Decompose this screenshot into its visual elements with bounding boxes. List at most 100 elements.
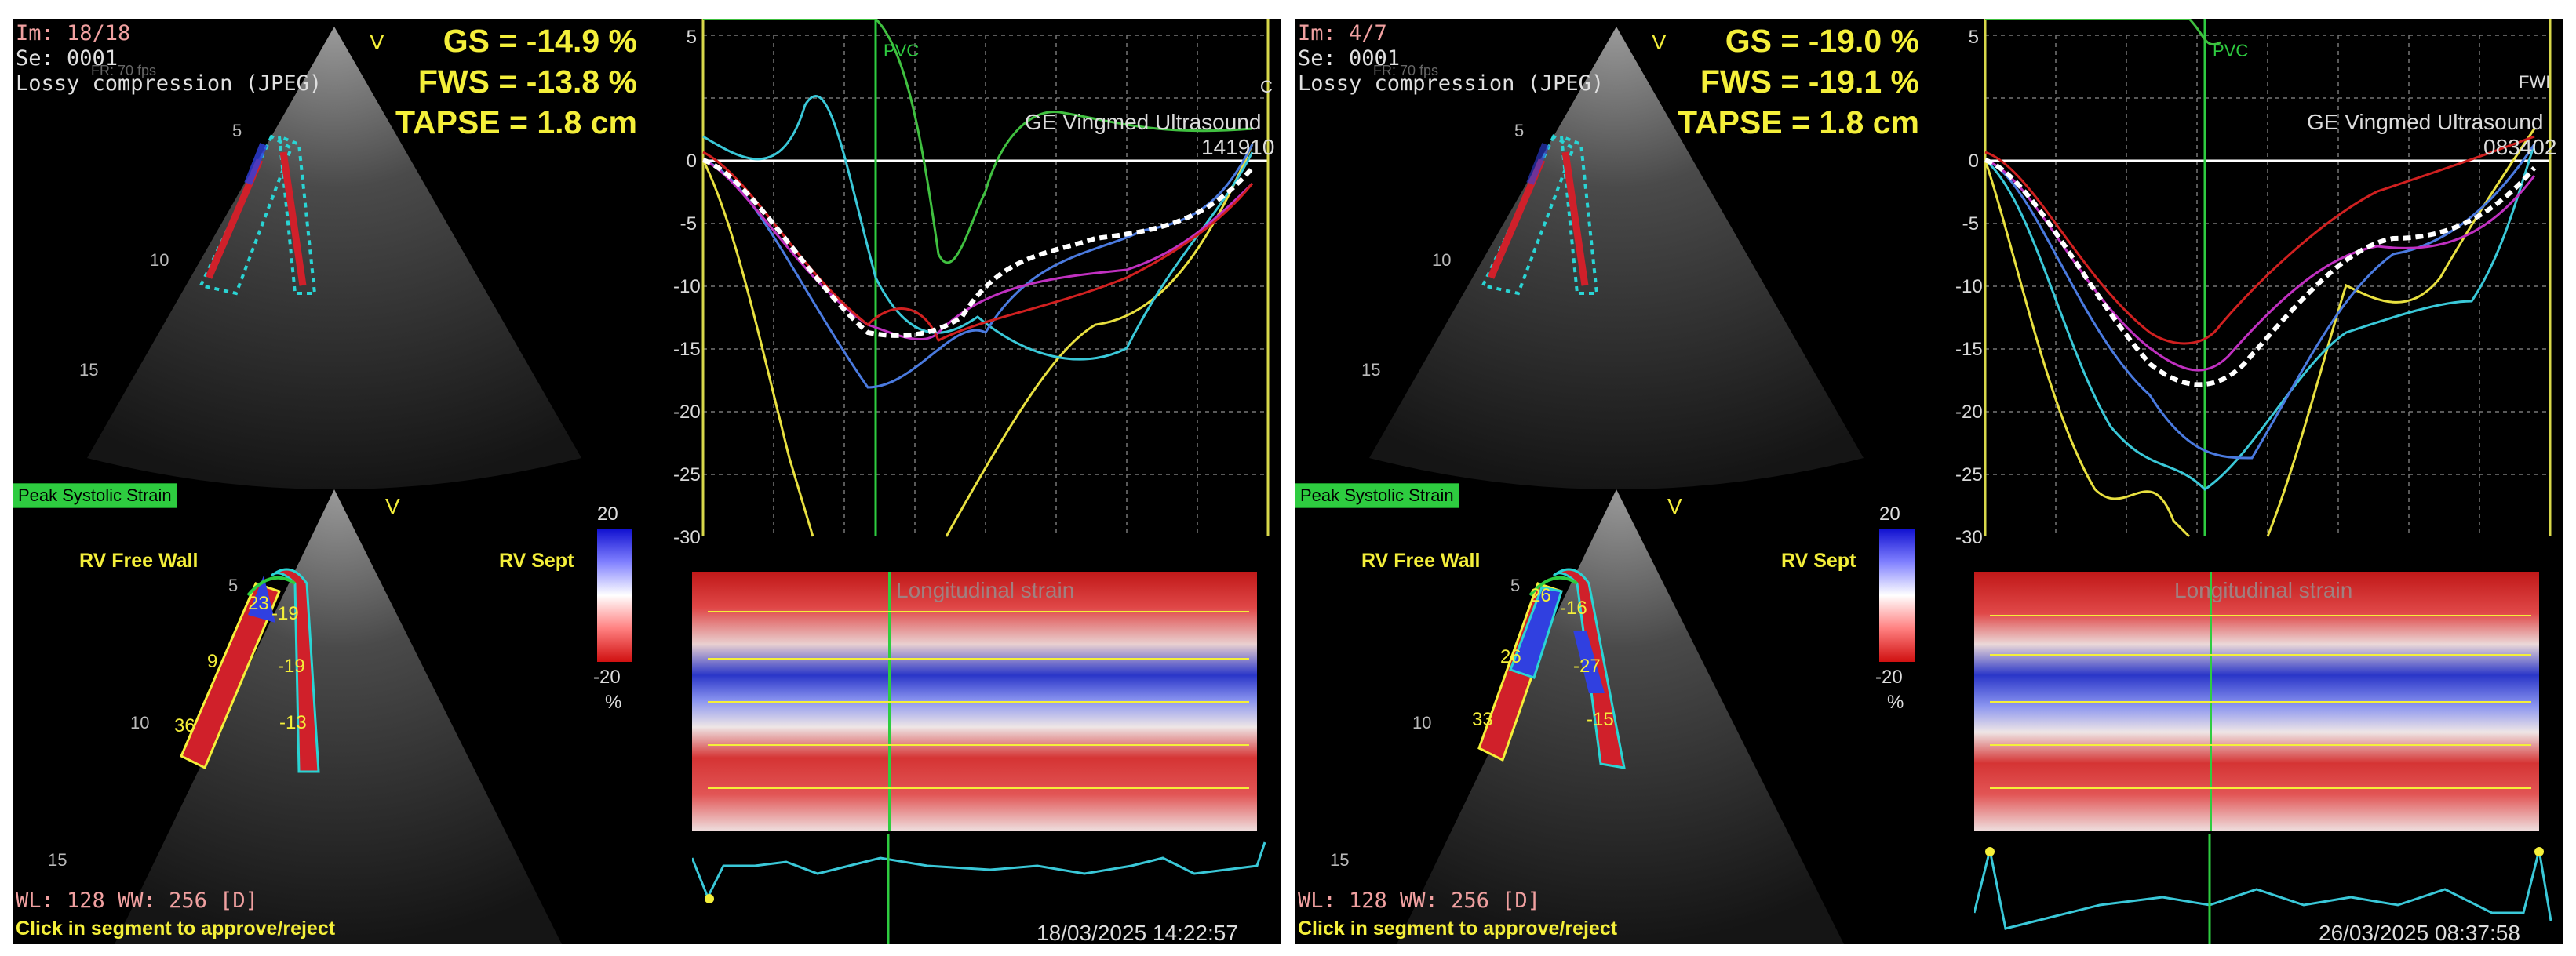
gs-metric: GS = -19.0 % xyxy=(1725,23,1919,59)
vendor-id: 083402 xyxy=(2483,135,2557,159)
roi-septum-top[interactable] xyxy=(1559,133,1599,295)
timestamp: 18/03/2025 14:22:57 xyxy=(1037,921,1238,944)
y-tick-minus20: -20 xyxy=(1955,402,1983,423)
segment-mid-blue[interactable] xyxy=(1509,586,1563,679)
lower-depth-mark-15: 15 xyxy=(1330,850,1350,870)
y-tick-minus5: -5 xyxy=(1962,213,1979,234)
segment-septum-blue[interactable] xyxy=(1573,631,1605,693)
strain-panel-2: Im: 4/7 Se: 0001 Lossy compression (JPEG… xyxy=(1295,19,2563,944)
image-count: Im: 4/7 xyxy=(1298,21,1387,45)
peak-systolic-strain-button[interactable]: Peak Systolic Strain xyxy=(1295,483,1459,508)
rv-free-wall-label: RV Free Wall xyxy=(1361,550,1481,572)
strain-panel-1: Im: 18/18 Se: 0001 Lossy compression (JP… xyxy=(13,19,1281,944)
segment-septum[interactable] xyxy=(270,568,320,773)
scale-top-label: 20 xyxy=(1879,503,1900,525)
roi-septum-top[interactable] xyxy=(277,133,317,295)
series-label: Se: 0001 xyxy=(1298,46,1401,71)
echo-view-2 xyxy=(1369,27,1864,944)
segment-value-5: -19 xyxy=(278,656,305,677)
heatmap-title: Longitudinal strain xyxy=(2174,578,2353,602)
y-tick-minus20: -20 xyxy=(673,402,701,423)
longitudinal-strain-heatmap[interactable]: Longitudinal strain xyxy=(692,572,1257,831)
segment-apical-blue[interactable] xyxy=(248,576,275,623)
depth-mark-5: 5 xyxy=(1514,121,1525,140)
segment-value-4: -16 xyxy=(1560,598,1587,619)
tapse-metric: TAPSE = 1.8 cm xyxy=(1677,104,1919,140)
series-label: Se: 0001 xyxy=(16,46,118,71)
scale-top-label: 20 xyxy=(597,503,618,525)
depth-mark-10: 10 xyxy=(1432,250,1452,270)
segment-value-6: -13 xyxy=(279,712,307,733)
y-tick-minus5: -5 xyxy=(680,213,697,234)
segment-value-5: -27 xyxy=(1573,656,1601,677)
lower-depth-mark-5: 5 xyxy=(1510,576,1521,595)
y-tick-minus15: -15 xyxy=(1955,339,1983,360)
frame-rate: FR: 70 fps xyxy=(91,63,157,78)
timestamp: 26/03/2025 08:37:58 xyxy=(2319,921,2520,944)
y-tick-minus10: -10 xyxy=(673,276,701,297)
apex-marker: V xyxy=(370,30,384,54)
segment-value-4: -19 xyxy=(271,603,299,624)
segment-value-3: 33 xyxy=(1472,709,1493,730)
segment-apex-border xyxy=(1528,576,1579,597)
echo-sector-bottom[interactable] xyxy=(115,489,562,944)
echo-view-1 xyxy=(87,27,581,944)
y-tick-5: 5 xyxy=(1968,27,1979,48)
segment-value-1: 26 xyxy=(1530,585,1551,606)
segment-value-2: 26 xyxy=(1500,646,1521,667)
strain-curve-chart-1[interactable]: PVC xyxy=(687,19,1281,568)
rv-free-wall-label: RV Free Wall xyxy=(79,550,199,572)
echo-sector-top[interactable] xyxy=(1369,27,1864,489)
peak-systolic-strain-button[interactable]: Peak Systolic Strain xyxy=(13,483,177,508)
gs-metric: GS = -14.9 % xyxy=(443,23,637,59)
y-tick-0: 0 xyxy=(686,151,697,172)
lower-depth-mark-5: 5 xyxy=(228,576,239,595)
scale-bottom-label: -20 xyxy=(1875,667,1903,688)
segment-value-3: 36 xyxy=(174,715,195,736)
approve-instruction: Click in segment to approve/reject xyxy=(16,918,336,940)
y-tick-minus15: -15 xyxy=(673,339,701,360)
echo-sector-top[interactable] xyxy=(87,27,581,489)
roi-free-wall-top[interactable] xyxy=(199,134,293,296)
y-tick-minus25: -25 xyxy=(673,464,701,485)
segment-value-2: 9 xyxy=(207,651,218,672)
trace-septum-top xyxy=(1561,151,1589,286)
compression-label: Lossy compression (JPEG) xyxy=(16,71,322,96)
y-tick-5: 5 xyxy=(686,27,697,48)
window-level: WL: 128 WW: 256 [D] xyxy=(16,889,258,913)
legend-marker: FWI xyxy=(2519,72,2551,92)
strain-color-scale xyxy=(1879,529,1915,662)
legend-marker: C xyxy=(1260,77,1273,96)
y-tick-minus30: -30 xyxy=(673,527,701,548)
trace-blue-top xyxy=(244,143,268,185)
lower-depth-mark-10: 10 xyxy=(1412,713,1432,732)
vendor-id: 141910 xyxy=(1201,135,1275,159)
tapse-metric: TAPSE = 1.8 cm xyxy=(395,104,637,140)
trace-septum-top xyxy=(279,151,307,286)
strain-color-scale xyxy=(597,529,632,662)
roi-free-wall-top[interactable] xyxy=(1481,134,1576,296)
compression-label: Lossy compression (JPEG) xyxy=(1298,71,1605,96)
apex-marker-lower: V xyxy=(385,494,400,518)
y-tick-minus30: -30 xyxy=(1955,527,1983,548)
segment-free-wall[interactable] xyxy=(180,582,282,770)
apex-marker-lower: V xyxy=(1667,494,1682,518)
depth-mark-15: 15 xyxy=(79,360,99,380)
heatmap-title: Longitudinal strain xyxy=(896,578,1075,602)
segment-value-6: -15 xyxy=(1587,709,1614,730)
apex-marker: V xyxy=(1652,30,1667,54)
depth-mark-15: 15 xyxy=(1361,360,1381,380)
depth-mark-10: 10 xyxy=(150,250,169,270)
window-level: WL: 128 WW: 256 [D] xyxy=(1298,889,1540,913)
longitudinal-strain-heatmap[interactable]: Longitudinal strain xyxy=(1974,572,2539,831)
segment-apex-border xyxy=(246,576,297,597)
scale-unit: % xyxy=(605,692,622,713)
lower-depth-mark-15: 15 xyxy=(48,850,67,870)
scale-unit: % xyxy=(1887,692,1904,713)
strain-curve-chart-2[interactable]: PVC xyxy=(1969,19,2563,568)
ecg-trace-1 xyxy=(692,834,1266,944)
frame-rate: FR: 70 fps xyxy=(1373,63,1439,78)
echo-sector-bottom[interactable] xyxy=(1397,489,1844,944)
vendor-label: GE Vingmed Ultrasound xyxy=(1025,110,1262,134)
vendor-label: GE Vingmed Ultrasound xyxy=(2307,110,2544,134)
